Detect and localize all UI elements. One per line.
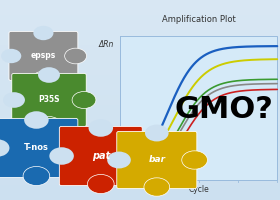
Bar <box>0 160 280 165</box>
Bar <box>0 75 280 80</box>
Circle shape <box>182 151 207 169</box>
Text: T-nos: T-nos <box>24 144 49 152</box>
Bar <box>0 80 280 85</box>
FancyBboxPatch shape <box>59 126 142 186</box>
Circle shape <box>72 92 96 108</box>
Bar <box>0 170 280 175</box>
Text: GMO?: GMO? <box>174 96 274 124</box>
Bar <box>0 145 280 150</box>
Circle shape <box>107 152 131 168</box>
Bar <box>0 60 280 65</box>
Bar <box>0 195 280 200</box>
Bar <box>0 20 280 25</box>
Text: ΔRn: ΔRn <box>98 40 113 49</box>
Bar <box>0 40 280 45</box>
Bar <box>0 115 280 120</box>
Circle shape <box>127 146 153 166</box>
Bar <box>0 180 280 185</box>
Bar <box>0 70 280 75</box>
Bar <box>0 65 280 70</box>
Circle shape <box>65 48 87 64</box>
Circle shape <box>62 138 89 158</box>
Bar <box>0 140 280 145</box>
Bar <box>0 105 280 110</box>
Circle shape <box>87 174 114 194</box>
FancyBboxPatch shape <box>0 118 78 178</box>
Bar <box>0 120 280 125</box>
Circle shape <box>1 49 21 63</box>
Bar <box>0 15 280 20</box>
Circle shape <box>33 26 53 40</box>
Bar <box>0 100 280 105</box>
Bar <box>0 135 280 140</box>
Text: epsps: epsps <box>31 51 56 60</box>
Bar <box>0 50 280 55</box>
Circle shape <box>37 116 61 134</box>
Bar <box>0 190 280 195</box>
Bar <box>0 165 280 170</box>
Bar <box>0 155 280 160</box>
Circle shape <box>38 67 60 83</box>
Bar <box>0 30 280 35</box>
Bar <box>120 36 277 180</box>
Text: Amplification Plot: Amplification Plot <box>162 15 236 24</box>
Text: P35S: P35S <box>38 96 60 104</box>
Circle shape <box>145 125 169 141</box>
Bar <box>0 95 280 100</box>
Bar <box>0 90 280 95</box>
Circle shape <box>32 71 54 87</box>
Bar <box>0 55 280 60</box>
Circle shape <box>23 166 50 186</box>
FancyBboxPatch shape <box>12 73 86 127</box>
Circle shape <box>3 92 25 108</box>
Bar <box>0 25 280 30</box>
FancyBboxPatch shape <box>9 31 78 81</box>
Bar <box>0 150 280 155</box>
Bar <box>0 130 280 135</box>
Bar <box>0 175 280 180</box>
Bar <box>0 0 280 5</box>
Text: bar: bar <box>148 156 165 164</box>
Bar <box>0 125 280 130</box>
Text: Cycle: Cycle <box>188 185 209 194</box>
Circle shape <box>144 178 170 196</box>
Bar <box>0 185 280 190</box>
Circle shape <box>88 119 113 137</box>
Bar <box>0 35 280 40</box>
FancyBboxPatch shape <box>117 131 197 189</box>
Bar <box>0 45 280 50</box>
Circle shape <box>49 147 74 165</box>
Circle shape <box>24 111 49 129</box>
Bar <box>0 85 280 90</box>
Bar <box>0 110 280 115</box>
Text: pat: pat <box>92 151 110 161</box>
Bar <box>0 5 280 10</box>
Bar <box>0 10 280 15</box>
Circle shape <box>0 139 10 157</box>
